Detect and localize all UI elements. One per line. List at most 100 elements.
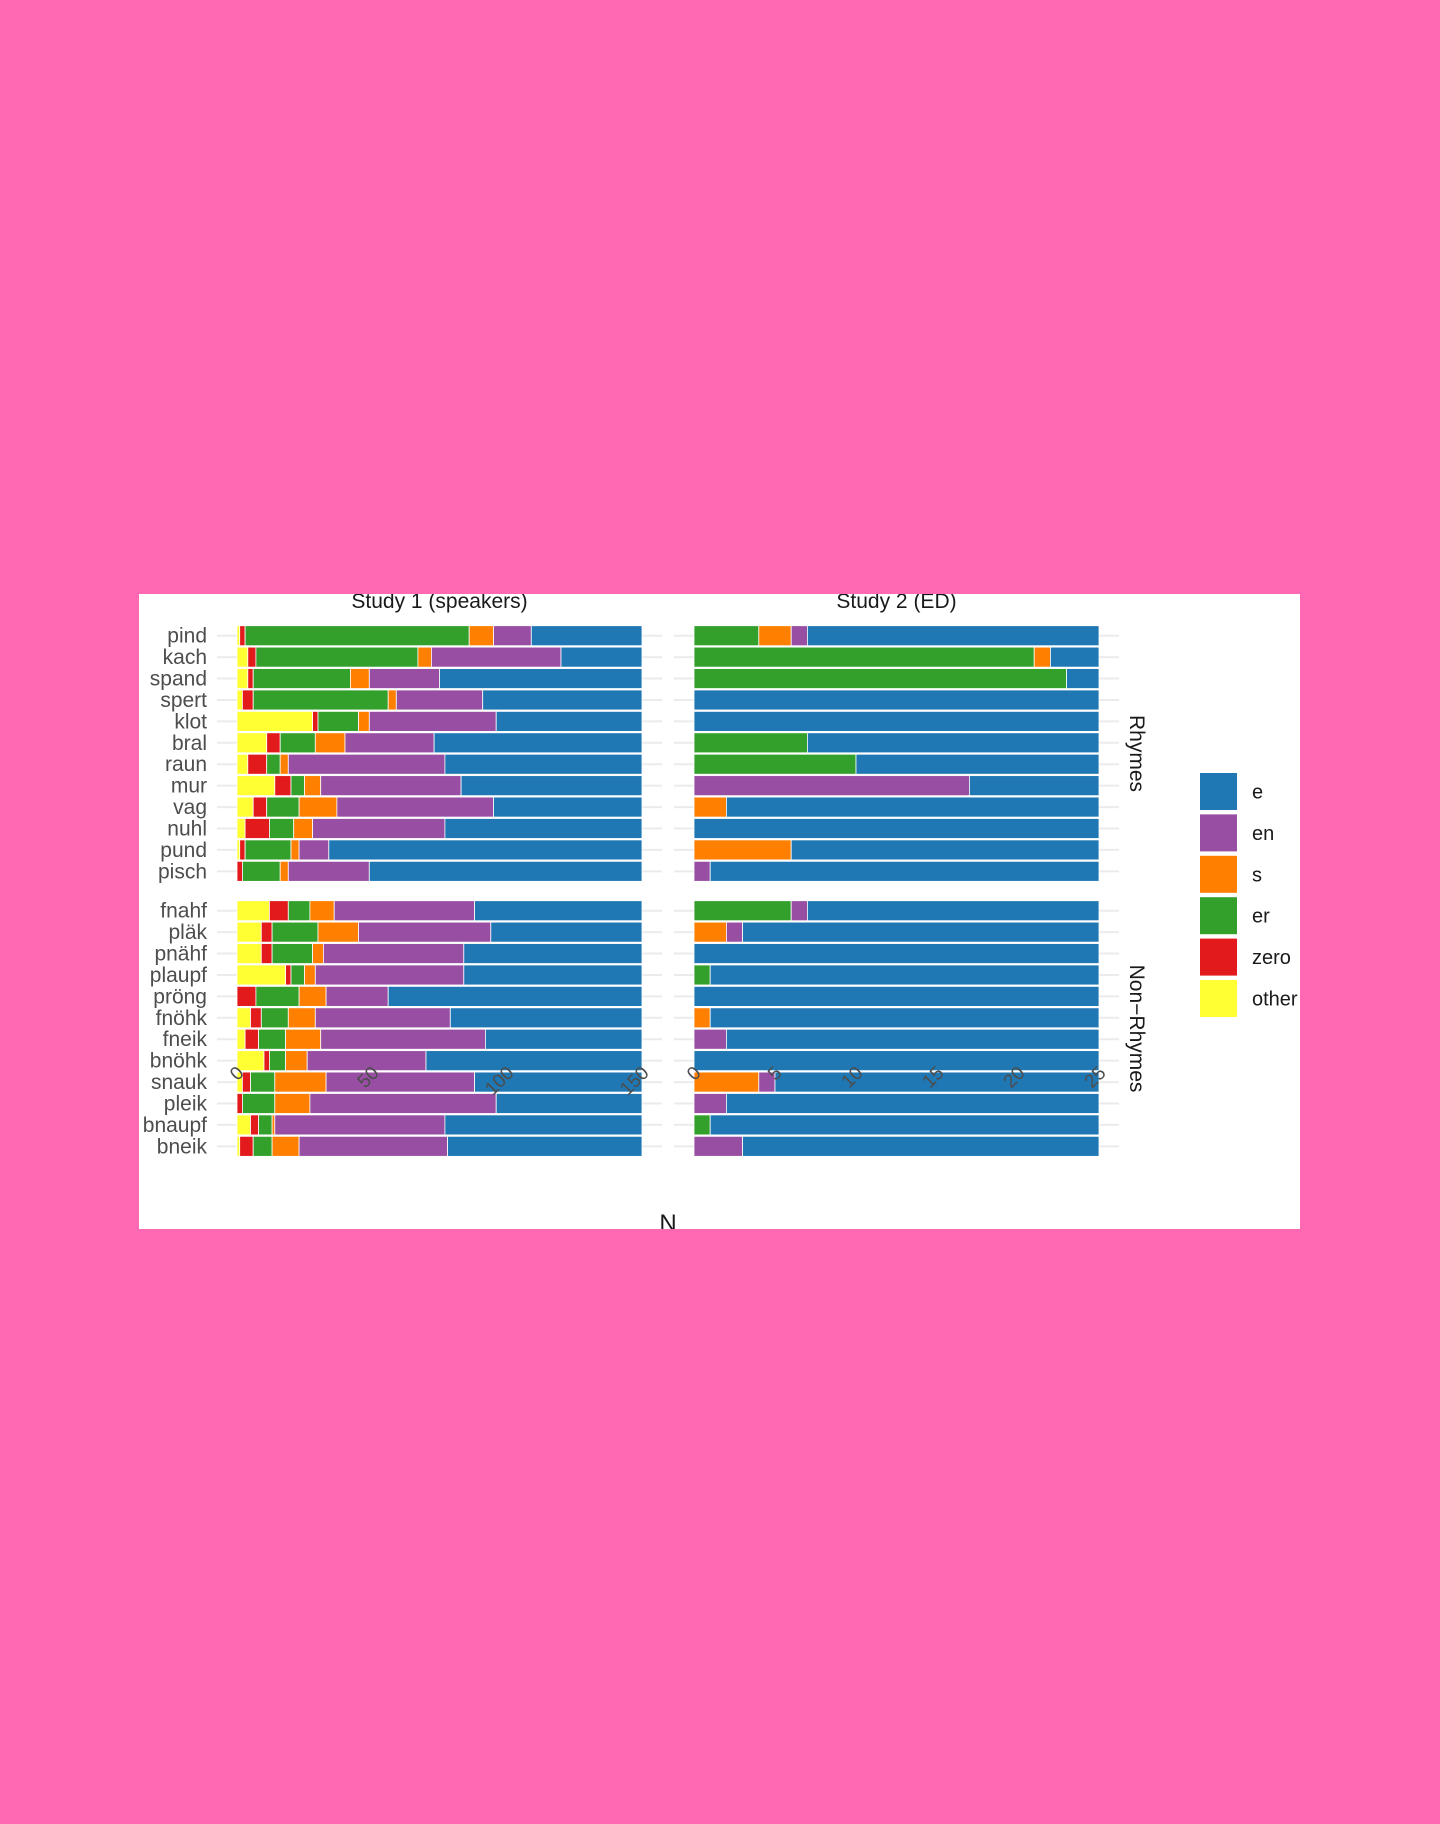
category-label: pröng: [153, 985, 207, 1008]
bar-segment-en: [320, 1028, 486, 1050]
bar-segment-er: [242, 1093, 276, 1114]
bar-segment-en: [693, 1028, 727, 1050]
bar-segment-other: [236, 1114, 251, 1136]
bar-segment-er: [252, 689, 389, 711]
column-title: Study 2 (ED): [836, 594, 956, 613]
bar-segment-e: [774, 1071, 1100, 1093]
bar-segment-en: [358, 921, 492, 943]
bar-segment-er: [268, 818, 295, 839]
bar-segment-other: [236, 732, 268, 754]
bar-segment-s: [309, 900, 335, 922]
bar-segment-s: [693, 796, 727, 818]
bar-segment-e: [444, 1114, 643, 1136]
legend-key-er: [1200, 897, 1237, 935]
category-label: pund: [160, 839, 207, 862]
category-label: nuhl: [167, 817, 207, 840]
bar-segment-other: [236, 753, 249, 775]
bar-segment-s: [468, 625, 494, 647]
bar-segment-en: [790, 900, 808, 922]
legend-label: e: [1252, 782, 1263, 804]
bar-segment-er: [242, 860, 281, 882]
bar-segment-zero: [263, 1050, 270, 1072]
bar-segment-en: [298, 839, 330, 861]
bar-segment-other: [236, 1135, 241, 1157]
bar-segment-s: [285, 1050, 308, 1072]
x-axis-title: N: [659, 1210, 676, 1229]
category-label: bnöhk: [150, 1050, 208, 1073]
bar-segment-er: [693, 646, 1035, 668]
bar-segment-e: [742, 921, 1100, 943]
bar-segment-e: [460, 775, 643, 797]
bar-segment-s: [298, 985, 327, 1007]
bar-segment-er: [693, 732, 808, 754]
category-label: pläk: [168, 921, 207, 944]
bar-segment-other: [236, 1050, 265, 1072]
bar-segment-s: [298, 796, 338, 818]
bar-segment-e: [447, 1135, 643, 1157]
bar-segment-er: [258, 1028, 286, 1050]
bar-segment-s: [387, 689, 397, 711]
bar-segment-e: [1066, 668, 1100, 689]
bar-segment-er: [260, 1007, 289, 1029]
bar-segment-s: [287, 1007, 316, 1029]
legend-key-en: [1200, 814, 1237, 852]
legend-label: other: [1252, 989, 1298, 1011]
bar-segment-e: [807, 625, 1100, 647]
bar-segment-en: [287, 860, 370, 882]
category-label: pisch: [158, 860, 207, 883]
bar-segment-en: [368, 710, 497, 732]
bar-segment-e: [709, 1114, 1100, 1136]
bar-segment-e: [693, 1050, 1100, 1072]
bar-segment-er: [266, 796, 300, 818]
bar-segment-en: [790, 625, 808, 647]
legend-key-other: [1200, 980, 1237, 1017]
bar-segment-e: [693, 818, 1100, 839]
bar-segment-s: [693, 839, 792, 861]
bar-segment-e: [693, 985, 1100, 1007]
bar-segment-zero: [244, 818, 270, 839]
category-label: bneik: [157, 1135, 208, 1158]
bar-segment-en: [298, 1135, 449, 1157]
legend-label: en: [1252, 823, 1274, 845]
bar-segment-e: [726, 1093, 1100, 1114]
bar-segment-e: [726, 796, 1100, 818]
bar-segment-er: [279, 732, 316, 754]
bar-segment-en: [320, 775, 462, 797]
bar-segment-zero: [236, 985, 257, 1007]
bar-segment-e: [742, 1135, 1100, 1157]
bar-segment-en: [287, 753, 446, 775]
bar-segment-other: [236, 818, 246, 839]
bar-segment-zero: [260, 921, 273, 943]
bar-segment-s: [290, 839, 300, 861]
category-label: kach: [163, 646, 207, 669]
bar-segment-en: [314, 1007, 451, 1029]
bar-segment-s: [312, 943, 324, 964]
bar-segment-en: [395, 689, 484, 711]
bar-segment-s: [293, 818, 313, 839]
bar-segment-er: [244, 839, 292, 861]
bar-segment-e: [709, 860, 1100, 882]
bar-segment-e: [425, 1050, 643, 1072]
bar-segment-er: [693, 900, 792, 922]
legend-key-e: [1200, 773, 1237, 810]
category-label: fnahf: [160, 900, 207, 923]
bar-segment-s: [317, 921, 359, 943]
category-label: pleik: [164, 1092, 208, 1115]
bar-segment-s: [314, 732, 346, 754]
bar-segment-en: [693, 860, 711, 882]
bar-segment-s: [285, 1028, 322, 1050]
bar-segment-zero: [239, 625, 246, 647]
category-label: fnöhk: [156, 1007, 208, 1030]
bar-segment-s: [349, 668, 370, 689]
legend-key-zero: [1200, 938, 1237, 976]
bar-segment-other: [236, 625, 241, 647]
bar-segment-er: [258, 1114, 273, 1136]
row-strip-label: Rhymes: [1125, 715, 1148, 792]
bar-segment-e: [482, 689, 643, 711]
bar-segment-e: [693, 943, 1100, 964]
legend-label: s: [1252, 864, 1262, 886]
bar-segment-zero: [250, 1114, 260, 1136]
bar-segment-en: [322, 943, 465, 964]
row-strip-label: Non−Rhymes: [1125, 965, 1148, 1093]
bar-segment-e: [463, 964, 643, 986]
